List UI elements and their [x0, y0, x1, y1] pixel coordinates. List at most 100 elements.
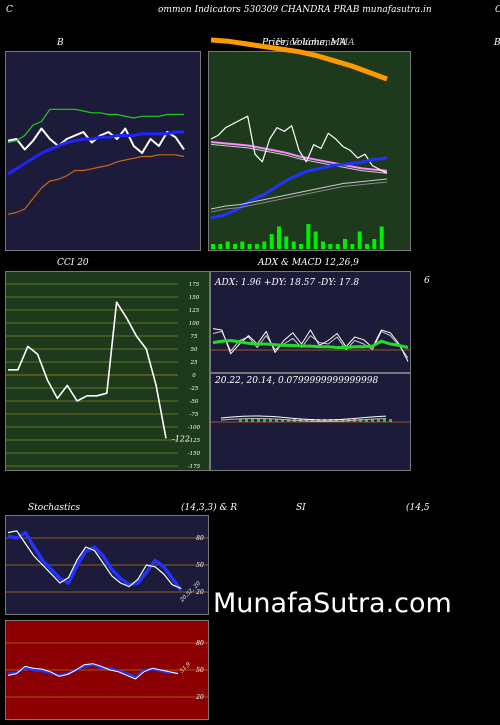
- macd-readout: 20.22, 20.14, 0.0799999999999998: [215, 376, 379, 386]
- macd-histogram-bar: [251, 419, 254, 422]
- macd-histogram-bar: [371, 419, 374, 422]
- price-ma-mid-line: [210, 156, 388, 220]
- macd-histogram-bar: [317, 419, 320, 422]
- macd-histogram-bar: [269, 419, 272, 422]
- rsi-last-value: 51.9: [179, 661, 192, 674]
- cci-panel: 175 150 125 100 75 50 25 0 -25 -50 -75 -100 -125 -150…: [5, 271, 210, 471]
- rsi-label: SI: [296, 503, 306, 513]
- adx-macd-label: ADX & MACD 12,26,9: [258, 258, 359, 268]
- stochastics-params-label: (14,3,3) & R: [181, 503, 238, 513]
- bollinger-series-line: [7, 130, 184, 176]
- macd-histogram-bar: [287, 419, 290, 422]
- volume-bar: [233, 244, 237, 249]
- price-volume-overlay-label: Price Volume MA: [276, 38, 355, 48]
- macd-histogram-bar: [257, 419, 260, 422]
- macd-chart: [211, 415, 410, 423]
- cci-label: CCI 20: [57, 258, 89, 268]
- macd-histogram-bar: [389, 419, 392, 422]
- macd-panel: 20.22, 20.14, 0.0799999999999998: [210, 373, 411, 471]
- macd-line: [220, 415, 387, 421]
- volume-bar: [218, 244, 223, 249]
- rsi-params-label: (14,5: [406, 503, 430, 513]
- cci-tick-label: 75: [191, 334, 198, 340]
- volume-bar: [247, 244, 252, 249]
- price-ma-long-line: [210, 37, 388, 82]
- volume-bar: [350, 244, 355, 249]
- cci-tick-label: 100: [189, 321, 200, 327]
- right-edge-label: B: [494, 38, 500, 48]
- macd-histogram-bar: [305, 419, 308, 422]
- stoch-d-line: [7, 530, 182, 589]
- macd-signal-line: [220, 418, 387, 422]
- cci-tick-label: 175: [189, 282, 200, 288]
- volume-bar: [343, 239, 347, 249]
- cci-tick-label: 50: [191, 347, 198, 353]
- cci-tick-label: 0: [192, 373, 196, 379]
- volume-bar: [277, 226, 281, 249]
- macd-histogram-bar: [245, 419, 248, 422]
- volume-bar: [225, 241, 230, 249]
- stoch-tick-label: 20: [195, 589, 204, 596]
- macd-histogram-bar: [377, 419, 380, 422]
- macd-histogram-bar: [365, 419, 368, 422]
- cci-tick-label: -150: [188, 451, 201, 457]
- cci-last-value: -122: [172, 434, 190, 443]
- rsi-chart: 80 50 20 51.9: [6, 640, 208, 701]
- bollinger-series-line: [7, 108, 184, 144]
- price-ma-slow-line: [210, 178, 388, 210]
- volume-bar: [313, 231, 318, 249]
- volume-bar: [306, 224, 311, 249]
- macd-histogram-bar: [359, 419, 362, 422]
- stoch-k-line: [7, 530, 183, 592]
- volume-bar: [335, 244, 340, 249]
- macd-histogram-bar: [275, 419, 278, 422]
- stochastics-label: Stochastics: [28, 503, 81, 513]
- cci-tick-label: -175: [188, 464, 201, 470]
- cci-tick-label: -25: [190, 386, 199, 392]
- volume-bar: [211, 244, 215, 249]
- volume-bar: [299, 244, 303, 249]
- volume-bar: [321, 241, 325, 249]
- volume-bar: [255, 244, 259, 249]
- cci-tick-label: 150: [189, 295, 200, 301]
- rsi-tick-label: 20: [195, 694, 204, 701]
- cci-tick-label: 125: [189, 308, 200, 314]
- macd-histogram-bar: [335, 419, 338, 422]
- volume-bar: [328, 244, 333, 249]
- rsi-signal-line: [7, 663, 179, 680]
- bollinger-label: B: [57, 38, 64, 48]
- macd-histogram-bar: [341, 419, 344, 422]
- bollinger-panel: [5, 51, 201, 251]
- adx-plus-di-line: [212, 328, 409, 362]
- volume-bar: [357, 231, 362, 249]
- price-volume-chart: [210, 37, 388, 249]
- cci-chart: 175 150 125 100 75 50 25 0 -25 -50 -75 -100 -125 -150…: [6, 282, 201, 470]
- price-volume-label: Price, Volume, MA: [262, 38, 347, 48]
- price-line: [210, 115, 388, 174]
- cci-tick-label: 25: [190, 360, 198, 366]
- cci-tick-label: -100: [188, 425, 201, 431]
- bollinger-series-line: [7, 127, 185, 154]
- adx-macd-right-label: 6: [424, 276, 430, 286]
- page-title: ommon Indicators 530309 CHANDRA PRAB mun…: [158, 5, 432, 15]
- volume-bar: [262, 241, 267, 249]
- volume-bar: [291, 241, 296, 249]
- price-ma-short-line: [210, 141, 388, 172]
- stochastics-panel: 80 50 20 20.52, 20: [5, 515, 209, 615]
- cci-tick-label: -75: [190, 412, 199, 418]
- volume-bar: [240, 241, 245, 249]
- macd-histogram-bar: [281, 419, 284, 422]
- adx-chart: [211, 328, 410, 362]
- volume-bar: [365, 244, 369, 249]
- rsi-tick-label: 80: [196, 640, 204, 647]
- macd-histogram-bar: [311, 419, 314, 422]
- price-ma-short-shadow-line: [210, 143, 388, 174]
- macd-histogram-bar: [329, 419, 332, 422]
- adx-readout: ADX: 1.96 +DY: 18.57 -DY: 17.8: [215, 278, 360, 288]
- cci-tick-label: -125: [188, 438, 201, 444]
- rsi-tick-label: 50: [196, 667, 204, 674]
- volume-bar: [284, 236, 289, 249]
- cci-tick-label: -50: [190, 399, 199, 405]
- adx-panel: ADX: 1.96 +DY: 18.57 -DY: 17.8: [210, 271, 411, 373]
